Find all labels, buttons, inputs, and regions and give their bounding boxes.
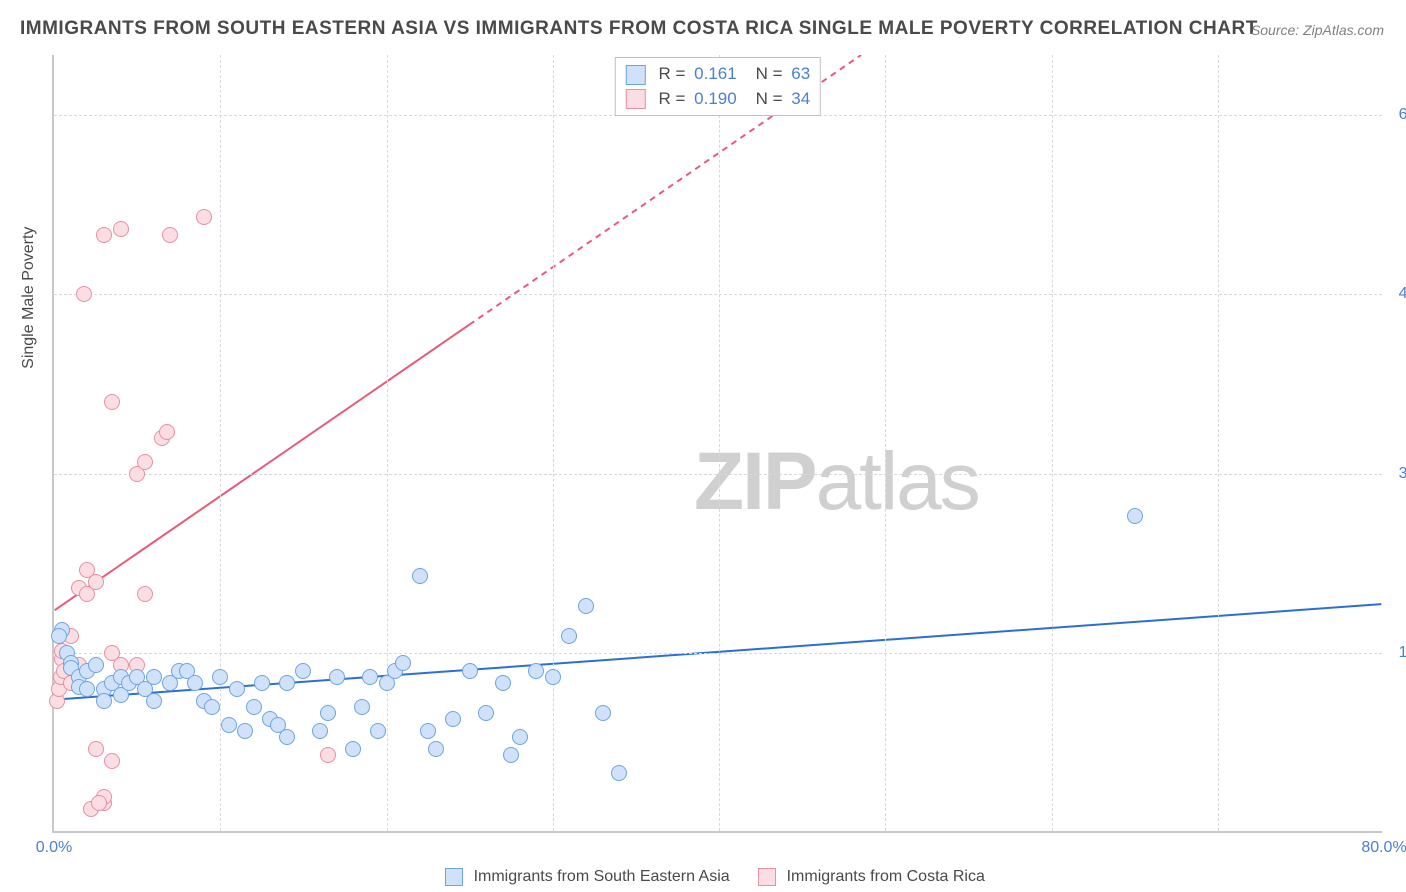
gridline-v [719, 55, 720, 831]
gridline-v [387, 55, 388, 831]
n-value-a: 63 [791, 64, 810, 83]
series-b-point [137, 586, 153, 602]
swatch-series-b-icon [626, 89, 646, 109]
series-a-point [395, 655, 411, 671]
watermark-atlas: atlas [816, 436, 979, 527]
r-value-b: 0.190 [694, 89, 737, 108]
series-b-point [96, 227, 112, 243]
series-a-point [561, 628, 577, 644]
series-a-point [595, 705, 611, 721]
series-a-point [611, 765, 627, 781]
series-a-point [204, 699, 220, 715]
series-b-point [196, 209, 212, 225]
legend-row-b: R = 0.190 N = 34 [626, 87, 810, 112]
chart-title: IMMIGRANTS FROM SOUTH EASTERN ASIA VS IM… [20, 18, 1258, 40]
series-b-point [91, 795, 107, 811]
series-a-point [329, 669, 345, 685]
series-a-point [495, 675, 511, 691]
series-a-point [246, 699, 262, 715]
series-b-point [104, 753, 120, 769]
series-a-point [229, 681, 245, 697]
r-value-a: 0.161 [694, 64, 737, 83]
y-tick-label: 15.0% [1399, 644, 1406, 662]
series-b-point [113, 221, 129, 237]
correlation-legend: R = 0.161 N = 63 R = 0.190 N = 34 [615, 57, 821, 116]
series-a-point [428, 741, 444, 757]
series-b-label: Immigrants from Costa Rica [787, 868, 985, 885]
y-tick-label: 45.0% [1399, 285, 1406, 303]
r-label: R = [659, 64, 686, 83]
plot-area: ZIPatlas R = 0.161 N = 63 R = 0.190 N = … [52, 55, 1382, 833]
series-a-label: Immigrants from South Eastern Asia [474, 868, 730, 885]
n-label: N = [756, 89, 783, 108]
gridline-v [220, 55, 221, 831]
r-label: R = [659, 89, 686, 108]
series-a-point [254, 675, 270, 691]
series-legend: Immigrants from South Eastern Asia Immig… [0, 868, 1406, 886]
y-tick-label: 30.0% [1399, 465, 1406, 483]
legend-row-a: R = 0.161 N = 63 [626, 62, 810, 87]
gridline-v [885, 55, 886, 831]
n-label: N = [756, 64, 783, 83]
series-a-point [1127, 508, 1143, 524]
series-a-point [370, 723, 386, 739]
gridline-v [553, 55, 554, 831]
swatch-series-b-icon [758, 868, 776, 886]
series-a-point [412, 568, 428, 584]
series-a-point [237, 723, 253, 739]
series-b-point [320, 747, 336, 763]
watermark-zip: ZIP [694, 436, 816, 527]
series-a-point [212, 669, 228, 685]
series-a-point [362, 669, 378, 685]
series-b-point [76, 286, 92, 302]
series-a-point [146, 693, 162, 709]
series-a-point [51, 628, 67, 644]
gridline-v [1218, 55, 1219, 831]
series-a-point [187, 675, 203, 691]
gridline-h [54, 294, 1382, 295]
series-b-point [137, 454, 153, 470]
gridline-v [1052, 55, 1053, 831]
n-value-b: 34 [791, 89, 810, 108]
series-a-point [512, 729, 528, 745]
swatch-series-a-icon [445, 868, 463, 886]
series-a-point [420, 723, 436, 739]
series-b-point [162, 227, 178, 243]
series-a-point [320, 705, 336, 721]
series-a-point [578, 598, 594, 614]
source-attribution: Source: ZipAtlas.com [1251, 22, 1384, 38]
series-a-point [445, 711, 461, 727]
series-a-point [503, 747, 519, 763]
y-axis-label: Single Male Poverty [20, 227, 38, 369]
series-b-point [104, 394, 120, 410]
series-a-point [354, 699, 370, 715]
series-a-point [312, 723, 328, 739]
series-a-point [545, 669, 561, 685]
y-tick-label: 60.0% [1399, 106, 1406, 124]
x-tick-label: 0.0% [36, 839, 72, 857]
gridline-h [54, 474, 1382, 475]
trend-line [55, 325, 470, 610]
gridline-h [54, 653, 1382, 654]
series-b-point [88, 574, 104, 590]
series-a-point [146, 669, 162, 685]
watermark: ZIPatlas [694, 435, 979, 529]
series-a-point [295, 663, 311, 679]
series-a-point [88, 657, 104, 673]
series-a-point [79, 681, 95, 697]
swatch-series-a-icon [626, 65, 646, 85]
series-a-point [462, 663, 478, 679]
series-a-point [96, 693, 112, 709]
series-a-point [279, 729, 295, 745]
series-b-point [88, 741, 104, 757]
series-a-point [221, 717, 237, 733]
series-a-point [528, 663, 544, 679]
x-tick-label: 80.0% [1361, 839, 1406, 857]
series-a-point [279, 675, 295, 691]
series-a-point [345, 741, 361, 757]
series-a-point [478, 705, 494, 721]
series-b-point [159, 424, 175, 440]
